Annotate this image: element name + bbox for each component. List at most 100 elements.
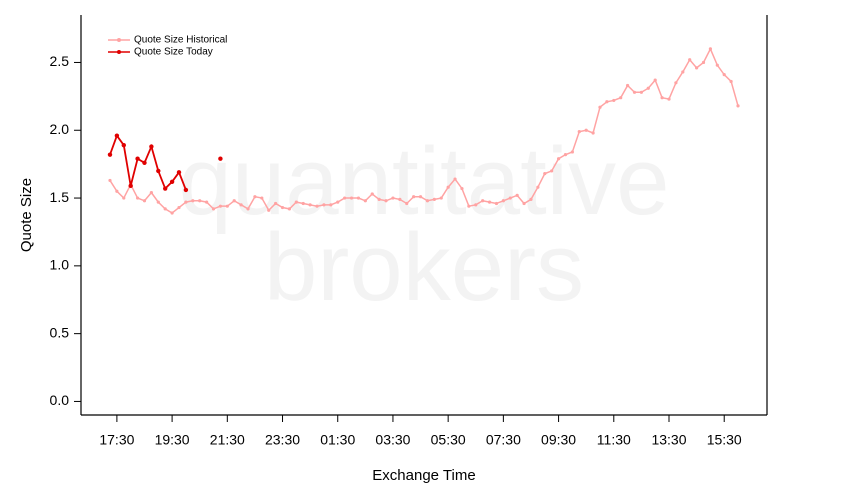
data-point bbox=[708, 47, 713, 51]
x-tick-label: 07:30 bbox=[486, 432, 521, 448]
legend-swatch bbox=[117, 38, 121, 42]
data-point bbox=[494, 201, 499, 206]
data-point bbox=[287, 207, 292, 211]
x-tick-label: 11:30 bbox=[597, 432, 631, 448]
data-point bbox=[639, 90, 643, 94]
x-tick-label: 21:30 bbox=[210, 432, 245, 448]
data-point bbox=[149, 144, 154, 149]
data-point bbox=[612, 98, 616, 103]
data-point bbox=[418, 195, 423, 199]
data-point bbox=[695, 66, 699, 70]
data-point bbox=[156, 168, 161, 174]
data-point bbox=[660, 96, 664, 100]
data-point bbox=[108, 178, 112, 183]
data-point bbox=[114, 133, 120, 138]
data-point bbox=[121, 142, 126, 148]
data-point bbox=[156, 200, 160, 204]
data-point bbox=[356, 196, 361, 200]
data-point bbox=[115, 189, 119, 193]
data-point bbox=[646, 86, 650, 90]
data-point bbox=[142, 160, 147, 165]
x-tick-label: 13:30 bbox=[651, 432, 686, 448]
data-point bbox=[336, 200, 340, 204]
data-point bbox=[543, 172, 547, 176]
data-point bbox=[384, 199, 388, 203]
data-point bbox=[205, 200, 209, 204]
y-tick-label: 1.5 bbox=[50, 189, 70, 205]
x-tick-label: 03:30 bbox=[375, 432, 410, 448]
data-point bbox=[225, 204, 229, 208]
data-point bbox=[508, 196, 512, 200]
data-point bbox=[184, 200, 188, 204]
data-point bbox=[267, 208, 271, 212]
data-point bbox=[667, 97, 671, 101]
data-point bbox=[688, 58, 692, 62]
data-point bbox=[294, 200, 298, 204]
x-tick-label: 23:30 bbox=[265, 432, 300, 448]
data-point bbox=[619, 96, 623, 100]
data-point bbox=[570, 150, 574, 154]
data-point bbox=[183, 187, 189, 193]
x-tick-label: 17:30 bbox=[99, 432, 134, 448]
data-point bbox=[135, 156, 140, 161]
data-point bbox=[142, 199, 147, 203]
data-point bbox=[563, 153, 568, 157]
y-axis-title: Quote Size bbox=[18, 178, 35, 252]
data-point bbox=[515, 193, 519, 197]
data-point bbox=[218, 204, 223, 208]
data-point bbox=[107, 152, 113, 157]
data-point bbox=[301, 201, 305, 206]
data-point bbox=[149, 191, 153, 195]
data-point bbox=[632, 90, 637, 94]
data-point bbox=[274, 201, 278, 206]
y-tick-label: 0.5 bbox=[50, 324, 70, 340]
data-point bbox=[453, 177, 457, 181]
data-point bbox=[135, 196, 140, 200]
data-point bbox=[681, 70, 685, 74]
data-point bbox=[446, 185, 450, 189]
data-point bbox=[729, 79, 733, 84]
data-point bbox=[577, 130, 581, 134]
data-point bbox=[529, 197, 533, 202]
data-point bbox=[432, 197, 436, 202]
data-point bbox=[591, 131, 595, 135]
data-point bbox=[122, 196, 126, 200]
x-tick-label: 09:30 bbox=[541, 432, 576, 448]
data-point bbox=[460, 186, 464, 191]
data-point bbox=[625, 83, 630, 88]
data-point bbox=[550, 169, 554, 173]
data-point bbox=[218, 156, 223, 161]
data-point bbox=[736, 104, 740, 108]
legend-label: Quote Size Today bbox=[134, 47, 213, 58]
data-point bbox=[467, 204, 471, 208]
y-tick-label: 1.0 bbox=[50, 257, 70, 273]
data-point bbox=[377, 197, 381, 202]
data-point bbox=[598, 105, 602, 109]
data-point bbox=[536, 185, 540, 189]
data-point bbox=[398, 197, 402, 202]
data-point bbox=[363, 199, 367, 203]
data-point bbox=[177, 205, 181, 210]
watermark: quantitative bbox=[178, 128, 669, 235]
data-point bbox=[522, 201, 526, 206]
legend-swatch bbox=[117, 50, 121, 54]
data-point bbox=[391, 196, 395, 200]
data-point bbox=[198, 199, 202, 203]
x-axis-title: Exchange Time bbox=[372, 467, 475, 484]
data-point bbox=[487, 200, 492, 204]
data-point bbox=[701, 60, 706, 65]
legend-label: Quote Size Historical bbox=[134, 35, 227, 46]
data-point bbox=[474, 203, 478, 207]
data-point bbox=[349, 196, 354, 200]
data-point bbox=[169, 179, 175, 184]
data-point bbox=[501, 199, 505, 203]
data-point bbox=[253, 195, 257, 199]
data-point bbox=[329, 203, 333, 207]
data-point bbox=[176, 170, 182, 175]
data-point bbox=[191, 199, 195, 203]
data-point bbox=[722, 73, 726, 77]
data-point bbox=[343, 196, 347, 200]
data-point bbox=[481, 199, 485, 203]
x-tick-label: 05:30 bbox=[431, 432, 466, 448]
